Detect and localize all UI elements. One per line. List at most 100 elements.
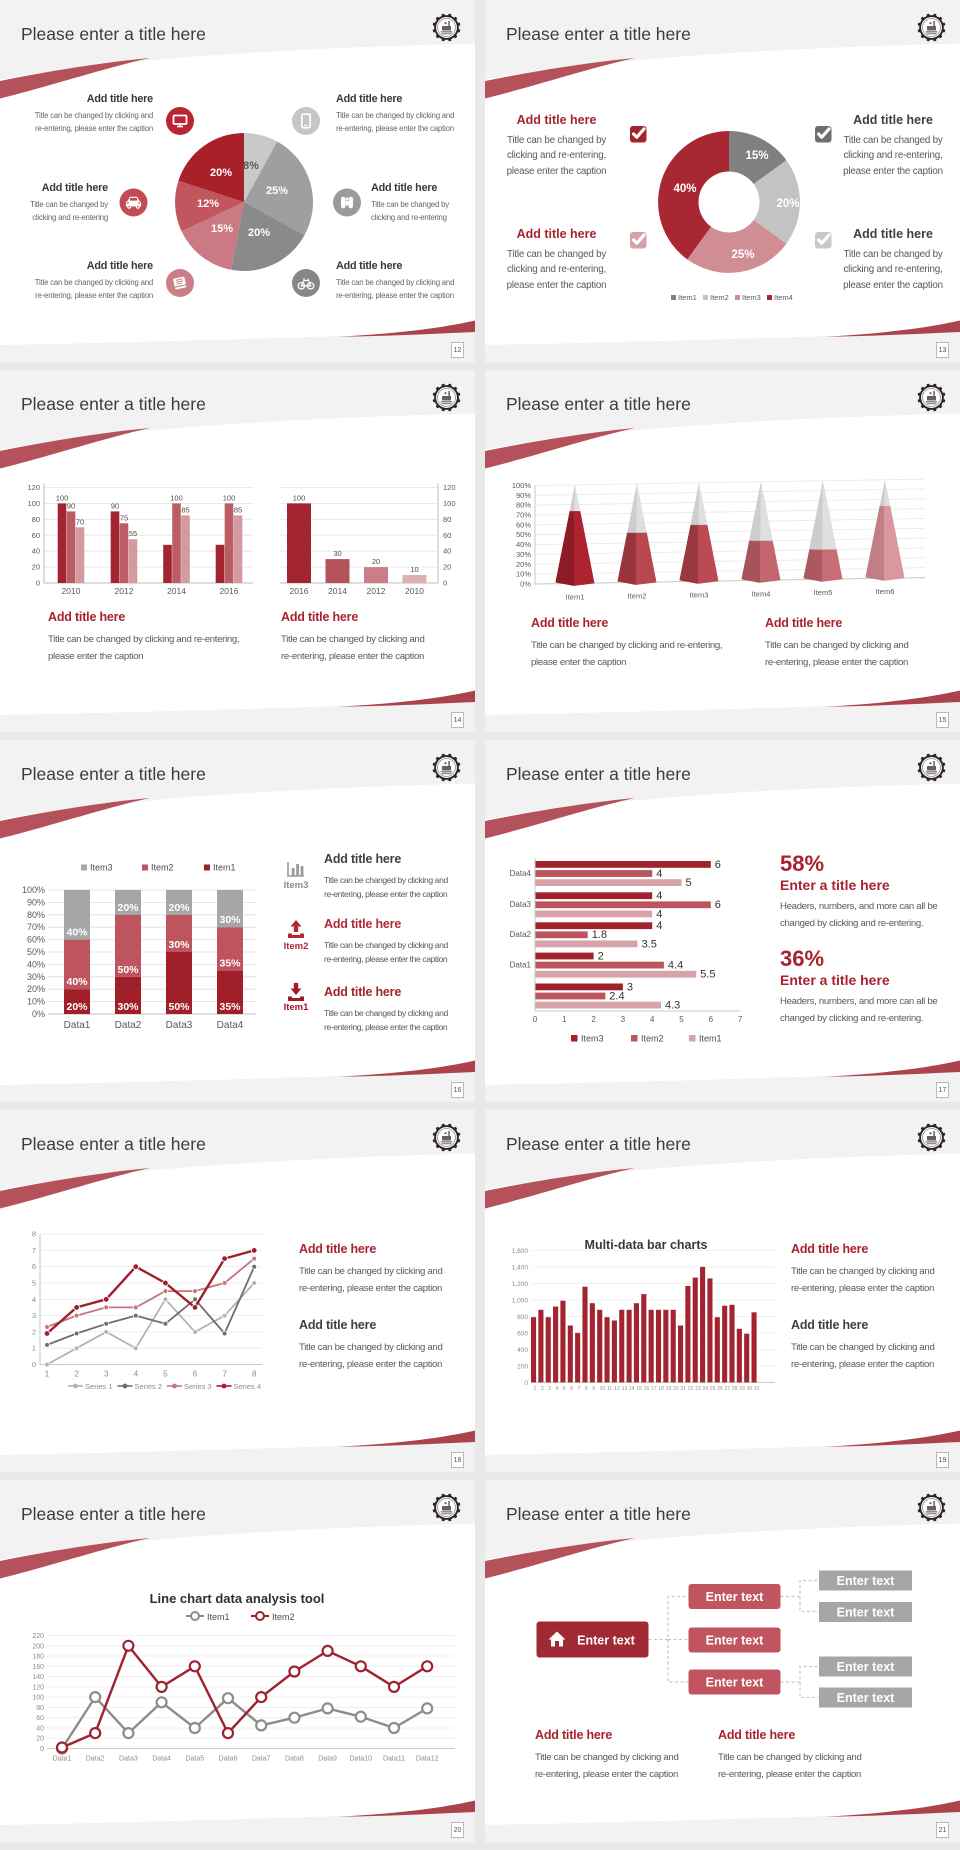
svg-text:100: 100 [27, 499, 40, 508]
svg-text:1,600: 1,600 [512, 1248, 529, 1255]
svg-text:60: 60 [36, 1715, 44, 1722]
svg-text:29: 29 [739, 1386, 745, 1392]
svg-text:80%: 80% [516, 501, 531, 510]
svg-text:3: 3 [548, 1386, 551, 1392]
svg-text:15%: 15% [745, 150, 768, 162]
svg-text:17: 17 [651, 1386, 657, 1392]
svg-text:30%: 30% [27, 972, 45, 982]
svg-text:30%: 30% [219, 914, 241, 926]
svg-text:10%: 10% [27, 997, 45, 1007]
svg-text:Data7: Data7 [252, 1756, 271, 1763]
svg-text:Series 4: Series 4 [234, 1382, 262, 1391]
svg-text:20: 20 [443, 563, 451, 572]
svg-text:20%: 20% [66, 1001, 88, 1013]
svg-text:Item2: Item2 [641, 1034, 664, 1044]
svg-text:Data2: Data2 [86, 1756, 105, 1763]
svg-text:Item2: Item2 [284, 941, 309, 952]
svg-text:Item1: Item1 [284, 1002, 310, 1013]
svg-text:20%: 20% [210, 167, 232, 179]
svg-text:26: 26 [717, 1386, 723, 1392]
svg-text:100: 100 [170, 493, 183, 502]
svg-text:Line chart data analysis tool: Line chart data analysis tool [150, 1591, 325, 1606]
svg-text:90: 90 [111, 501, 119, 510]
svg-text:0: 0 [32, 1360, 36, 1369]
svg-text:Data9: Data9 [318, 1756, 337, 1763]
svg-text:15%: 15% [211, 223, 233, 235]
svg-text:31: 31 [754, 1386, 760, 1392]
svg-text:200: 200 [517, 1363, 528, 1370]
svg-text:Item2: Item2 [628, 591, 647, 600]
svg-text:7: 7 [578, 1386, 581, 1392]
svg-text:4: 4 [656, 890, 662, 902]
svg-text:Item2: Item2 [151, 863, 174, 873]
svg-text:30: 30 [747, 1386, 753, 1392]
svg-text:40%: 40% [27, 959, 45, 969]
svg-text:15: 15 [636, 1386, 642, 1392]
svg-text:Item3: Item3 [90, 863, 113, 873]
svg-text:2: 2 [74, 1370, 79, 1379]
svg-text:5: 5 [32, 1279, 36, 1288]
svg-text:Item1: Item1 [213, 863, 236, 873]
svg-text:800: 800 [517, 1314, 528, 1321]
svg-text:600: 600 [517, 1330, 528, 1337]
svg-text:3: 3 [32, 1311, 36, 1320]
svg-text:55: 55 [129, 529, 137, 538]
svg-text:Data10: Data10 [350, 1756, 373, 1763]
svg-text:100: 100 [443, 499, 456, 508]
svg-text:Enter text: Enter text [706, 1676, 764, 1690]
svg-text:40: 40 [443, 547, 451, 556]
svg-text:7: 7 [738, 1015, 743, 1024]
svg-text:200: 200 [32, 1643, 44, 1650]
svg-text:12%: 12% [197, 198, 219, 210]
svg-text:Item3: Item3 [581, 1034, 604, 1044]
svg-text:0: 0 [533, 1015, 538, 1024]
svg-text:6: 6 [193, 1370, 198, 1379]
svg-text:21: 21 [681, 1386, 687, 1392]
svg-text:40%: 40% [516, 540, 531, 549]
svg-text:100%: 100% [512, 481, 532, 490]
svg-text:2014: 2014 [167, 586, 186, 596]
svg-text:2014: 2014 [328, 586, 347, 596]
svg-text:Item1: Item1 [207, 1612, 230, 1622]
svg-text:11: 11 [607, 1386, 612, 1392]
svg-text:50%: 50% [117, 964, 139, 976]
svg-text:8%: 8% [243, 160, 259, 172]
svg-text:120: 120 [443, 483, 456, 492]
svg-text:0: 0 [443, 579, 447, 588]
svg-text:4.4: 4.4 [668, 960, 683, 972]
svg-text:1: 1 [534, 1386, 537, 1392]
svg-text:Multi-data bar charts: Multi-data bar charts [585, 1238, 708, 1252]
svg-text:6: 6 [570, 1386, 573, 1392]
svg-text:6: 6 [709, 1015, 714, 1024]
svg-text:Data5: Data5 [185, 1756, 204, 1763]
svg-text:Item2: Item2 [272, 1612, 295, 1622]
svg-text:8: 8 [32, 1230, 36, 1239]
svg-text:3: 3 [621, 1015, 626, 1024]
svg-text:2010: 2010 [405, 586, 424, 596]
svg-text:Item2: Item2 [710, 293, 729, 302]
svg-text:25: 25 [710, 1386, 716, 1392]
svg-text:22: 22 [688, 1386, 694, 1392]
svg-text:Data3: Data3 [510, 900, 532, 909]
svg-text:4: 4 [656, 908, 662, 920]
svg-text:20%: 20% [516, 560, 531, 569]
svg-text:70%: 70% [516, 511, 531, 520]
svg-text:Data4: Data4 [217, 1020, 244, 1031]
svg-text:400: 400 [517, 1347, 528, 1354]
svg-text:5: 5 [686, 877, 692, 889]
svg-text:Data2: Data2 [115, 1020, 142, 1031]
svg-text:4: 4 [556, 1386, 559, 1392]
svg-text:100: 100 [223, 493, 236, 502]
svg-text:160: 160 [32, 1664, 44, 1671]
svg-text:40: 40 [36, 1726, 44, 1733]
svg-text:Item4: Item4 [774, 293, 793, 302]
svg-text:Data12: Data12 [416, 1756, 439, 1763]
svg-text:0: 0 [40, 1746, 44, 1753]
svg-text:80: 80 [36, 1705, 44, 1712]
svg-text:1: 1 [32, 1344, 36, 1353]
svg-text:Enter text: Enter text [837, 1574, 895, 1588]
svg-text:6: 6 [715, 859, 721, 871]
svg-text:2016: 2016 [220, 586, 239, 596]
svg-text:27: 27 [725, 1386, 731, 1392]
svg-text:2: 2 [598, 950, 604, 962]
